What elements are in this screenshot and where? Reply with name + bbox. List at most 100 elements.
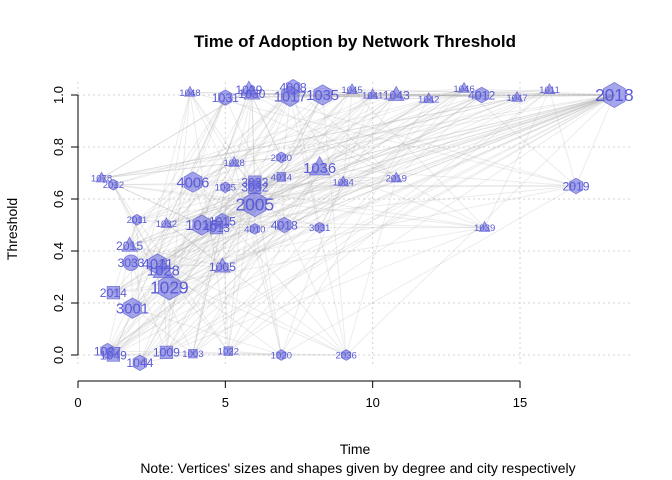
vertex-1046 — [457, 81, 471, 93]
vertex-1005 — [213, 257, 231, 273]
network-edge-138 — [254, 228, 282, 356]
network-edge-73 — [132, 181, 194, 309]
vertex-label: 1028 — [224, 158, 245, 169]
network-edge-36 — [169, 227, 320, 288]
network-edge-283 — [284, 94, 615, 226]
vertex-label: 1036 — [303, 161, 336, 177]
network-edge-161 — [130, 97, 226, 263]
vertex-label: 1017 — [274, 89, 307, 105]
network-edge-228 — [290, 94, 615, 97]
network-edge-149 — [319, 167, 577, 187]
vertex-label: 1044 — [126, 356, 153, 370]
vertex-label: 1047 — [506, 93, 527, 104]
vertex-1017 — [280, 85, 300, 107]
vertex-1049 — [106, 348, 121, 362]
network-edge-294 — [166, 94, 615, 353]
network-edge-216 — [101, 97, 518, 179]
network-edge-275 — [222, 94, 615, 268]
network-edge-184 — [254, 94, 324, 230]
vertex-1078 — [95, 171, 108, 183]
vertex-label: 1003 — [182, 349, 203, 360]
network-edge-123 — [225, 97, 397, 179]
vertex-4006 — [183, 171, 203, 193]
network-edge-181 — [165, 94, 324, 353]
network-edge-133 — [319, 94, 615, 229]
vertex-1028 — [152, 258, 175, 279]
vertex-4012 — [474, 86, 489, 104]
network-edge-159 — [225, 94, 323, 99]
vertex-1048 — [183, 85, 197, 97]
network-edge-108 — [101, 156, 282, 179]
network-edge-162 — [248, 89, 282, 158]
y-tick-label: 0.6 — [51, 190, 66, 208]
vertex-2014 — [106, 285, 121, 300]
network-edge-204 — [113, 98, 429, 186]
vertex-label: 1022 — [218, 346, 239, 357]
vertex-2020 — [276, 151, 287, 164]
y-tick-label: 1.0 — [51, 86, 66, 104]
network-edge-122 — [281, 176, 397, 179]
vertex-1030 — [243, 84, 261, 100]
vertex-1003 — [188, 348, 198, 359]
network-edge-276 — [222, 94, 615, 222]
vertex-label: 1078 — [91, 174, 112, 185]
network-edge-213 — [130, 94, 482, 264]
network-edge-271 — [136, 94, 615, 221]
network-edge-183 — [233, 94, 323, 163]
vertex-4010 — [249, 223, 260, 235]
y-tick-label: 0.2 — [51, 294, 66, 312]
vertex-label: 1004 — [333, 177, 355, 188]
network-edge-50 — [221, 94, 324, 267]
network-edge-126 — [222, 177, 397, 268]
vertex-1035 — [313, 84, 332, 106]
vertex-label: 2005 — [235, 194, 274, 214]
network-edge-267 — [283, 224, 347, 356]
vertex-3033 — [122, 254, 140, 271]
vertex-label: 2019 — [386, 174, 407, 185]
vertex-label: 1046 — [453, 84, 474, 95]
network-edge-3 — [101, 97, 518, 179]
vertex-label: 1011 — [539, 85, 560, 96]
network-edge-132 — [292, 87, 321, 228]
network-edge-207 — [428, 88, 465, 100]
network-edge-86 — [233, 162, 282, 356]
network-edge-27 — [113, 181, 344, 294]
network-edge-220 — [192, 89, 550, 355]
network-edge-199 — [139, 94, 397, 364]
vertex-1036 — [308, 155, 331, 176]
chart-note: Note: Vertices' sizes and shapes given b… — [140, 460, 575, 476]
network-edge-4 — [113, 184, 255, 205]
network-edge-121 — [129, 181, 344, 247]
network-edge-186 — [136, 89, 353, 221]
network-edge-114 — [319, 167, 485, 229]
vertex-label: 2020 — [271, 153, 292, 164]
network-edge-250 — [192, 89, 353, 354]
network-edge-242 — [139, 94, 615, 364]
network-edge-81 — [225, 94, 615, 188]
network-edge-76 — [192, 94, 373, 183]
network-edge-57 — [201, 157, 282, 226]
network-edge-41 — [157, 93, 253, 265]
vertex-label: 2036 — [335, 350, 356, 361]
vertex-1016 — [192, 214, 211, 236]
network-edge-139 — [163, 228, 256, 271]
network-edge-24 — [113, 94, 615, 294]
network-edge-261 — [157, 263, 282, 356]
network-edge-97 — [254, 167, 320, 183]
network-edge-25 — [112, 219, 138, 293]
vertex-label: 1031 — [212, 91, 239, 105]
network-edge-236 — [113, 228, 256, 356]
network-edge-35 — [168, 187, 226, 288]
vertex-label: 1020 — [271, 350, 292, 361]
network-edge-90 — [139, 203, 256, 364]
y-tick-label: 0.8 — [51, 138, 66, 156]
network-edge-196 — [225, 94, 397, 188]
network-edge-191 — [163, 94, 374, 271]
network-edge-128 — [283, 94, 374, 226]
network-edge-246 — [166, 88, 465, 353]
network-edge-112 — [169, 167, 320, 288]
vertex-label: 1035 — [306, 88, 339, 104]
vertex-3032 — [248, 180, 262, 194]
vertex-label: 4006 — [176, 175, 209, 191]
vertex-3001 — [123, 297, 142, 319]
